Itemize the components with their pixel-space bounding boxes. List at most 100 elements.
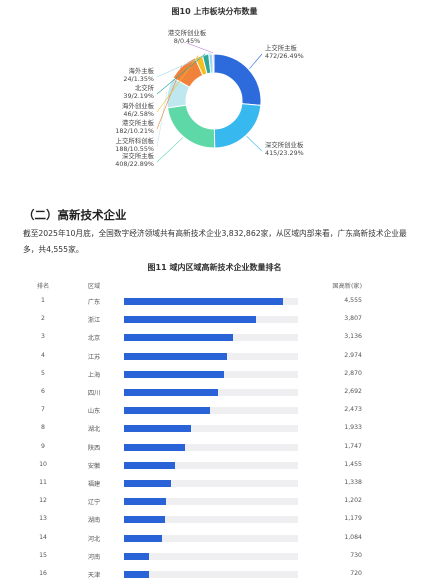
region-name: 山东 <box>87 408 101 416</box>
region-name: 安徽 <box>87 462 101 470</box>
donut-slice-label: 深交所主板 <box>122 151 155 160</box>
rank-number: 2 <box>41 315 45 323</box>
rank-number: 10 <box>39 460 47 468</box>
ranking-row: 7 山东 2,473 <box>0 403 429 421</box>
ranking-row: 9 陕西 1,747 <box>0 440 429 458</box>
rank-number: 7 <box>41 406 45 414</box>
bar-track <box>124 298 298 305</box>
bar-fill <box>124 334 234 342</box>
donut-leader-line <box>186 42 214 54</box>
ranking-row: 13 湖南 1,179 <box>0 512 429 530</box>
section-title: （二）高新技术企业 <box>23 208 127 222</box>
bar-fill <box>124 389 218 396</box>
region-name: 浙江 <box>87 317 101 325</box>
donut-slice-label: 海外主板 <box>128 66 154 75</box>
donut-slice-value: 24/1.35% <box>123 75 154 83</box>
figure11-title: 图11 域内区域高新技术企业数量排名 <box>147 263 282 272</box>
bar-track <box>124 516 298 524</box>
bar-value-label: 1,933 <box>344 424 362 432</box>
region-name: 河北 <box>87 535 101 543</box>
bar-track <box>124 352 298 360</box>
bar-value-label: 2,974 <box>344 351 362 359</box>
bar-fill <box>124 370 224 378</box>
ranking-row: 10 安徽 1,455 <box>0 458 429 476</box>
bar-fill <box>124 516 166 524</box>
bar-value-label: 730 <box>350 551 362 559</box>
bar-track <box>124 389 298 396</box>
donut-slice-value: 472/26.49% <box>265 52 304 60</box>
donut-leader-line <box>156 65 183 130</box>
rank-number: 12 <box>39 497 47 505</box>
region-name: 陕西 <box>87 444 101 452</box>
rank-number: 9 <box>41 442 45 450</box>
rank-number: 1 <box>41 297 45 304</box>
rank-number: 13 <box>39 515 47 523</box>
bar-fill <box>124 316 257 324</box>
rank-number: 8 <box>41 424 45 432</box>
region-name: 湖北 <box>87 426 101 434</box>
bar-track <box>124 498 298 506</box>
ranking-row: 3 北京 3,136 <box>0 330 429 348</box>
bar-value-label: 2,870 <box>344 369 362 377</box>
donut-slice-value: 182/10.21% <box>115 127 154 135</box>
rank-number: 11 <box>39 479 47 486</box>
ranking-row: 8 湖北 1,933 <box>0 421 429 439</box>
bar-track <box>124 316 298 324</box>
bar-value-label: 2,473 <box>344 406 362 414</box>
bar-track <box>124 480 298 487</box>
bar-fill <box>124 298 283 305</box>
rank-number: 16 <box>39 570 47 577</box>
bar-track <box>124 407 298 415</box>
donut-slice-label: 北交所 <box>135 83 155 92</box>
region-name: 北京 <box>87 335 101 343</box>
rank-number: 3 <box>41 333 45 341</box>
donut-slice-label: 港交所创业板 <box>168 28 207 37</box>
bar-value-label: 2,692 <box>344 388 362 395</box>
bar-track <box>124 370 298 378</box>
rank-column-header: 排名 <box>36 283 50 290</box>
bar-value-label: 1,455 <box>344 460 362 468</box>
rank-number: 15 <box>39 551 47 559</box>
bar-fill <box>124 571 150 578</box>
bar-fill <box>124 443 185 451</box>
region-name: 辽宁 <box>87 499 101 507</box>
donut-slice-label: 港交所主板 <box>122 118 155 127</box>
bar-value-label: 720 <box>350 570 362 577</box>
donut-slice-value: 408/22.89% <box>115 160 154 168</box>
bar-fill <box>124 461 175 469</box>
ranking-row: 14 河北 1,084 <box>0 531 429 549</box>
ranking-row: 1 广东 4,555 <box>0 294 429 312</box>
figure10-title: 图10 上市板块分布数量 <box>171 7 258 16</box>
region-name: 江苏 <box>87 353 101 361</box>
ranking-row: 4 江苏 2,974 <box>0 349 429 367</box>
region-name: 四川 <box>87 390 101 397</box>
bar-track <box>124 571 298 578</box>
donut-slice-value: 188/10.55% <box>115 145 154 153</box>
bar-fill <box>124 480 171 487</box>
donut-slice-value: 39/2.19% <box>123 92 154 100</box>
rank-number: 5 <box>41 369 45 377</box>
ranking-row: 11 福建 1,338 <box>0 476 429 494</box>
bar-fill <box>124 498 166 506</box>
bar-value-label: 1,179 <box>344 515 362 523</box>
donut-leader-line <box>156 53 206 95</box>
bar-value-label: 1,202 <box>344 497 362 505</box>
bar-fill <box>124 352 228 360</box>
region-name: 上海 <box>87 371 101 379</box>
bar-track <box>124 461 298 469</box>
donut-slice-label: 深交所创业板 <box>265 140 304 149</box>
bar-track <box>124 334 298 342</box>
donut-slice-label: 上交所主板 <box>265 43 298 52</box>
region-name: 福建 <box>87 481 101 488</box>
ranking-row: 15 河南 730 <box>0 549 429 567</box>
page: 图10 上市板块分布数量 上交所主板 472/26.49% 深交所创业板 415/23… <box>0 7 429 579</box>
bar-value-label: 1,084 <box>344 533 362 541</box>
bar-fill <box>124 534 162 542</box>
bar-value-label: 4,555 <box>344 297 362 304</box>
region-name: 湖南 <box>87 517 101 525</box>
bar-track <box>124 443 298 451</box>
donut-slice-value: 46/2.58% <box>123 110 154 118</box>
region-name: 天津 <box>87 572 101 579</box>
bar-fill <box>124 407 211 415</box>
